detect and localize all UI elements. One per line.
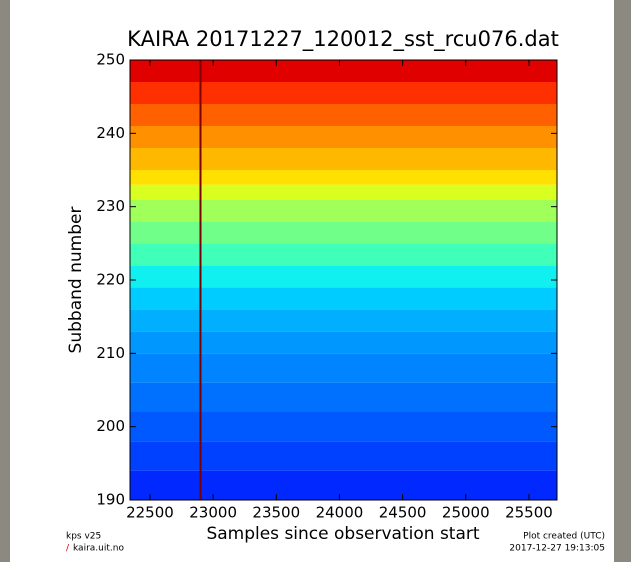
chart-title: KAIRA 20171227_120012_sst_rcu076.dat (127, 27, 559, 52)
footer-version: kps v25 (66, 532, 101, 542)
x-tick-label: 24500 (379, 504, 427, 522)
heatmap-band (130, 126, 557, 148)
heatmap-band (130, 60, 557, 82)
x-tick-label: 24000 (316, 504, 364, 522)
footer-site: kaira.uit.no (73, 544, 124, 554)
y-axis-label: Subband number (66, 207, 86, 354)
y-tick-label: 200 (96, 417, 125, 435)
heatmap-band (130, 470, 557, 500)
heatmap-band (130, 184, 557, 200)
heatmap-band (130, 309, 557, 332)
heatmap-band (130, 243, 557, 266)
heatmap-band (130, 331, 557, 354)
footer-date: 2017-12-27 19:13:05 (509, 544, 605, 554)
heatmap-band (130, 265, 557, 288)
heatmap-band (130, 104, 557, 126)
heatmap-band (130, 148, 557, 170)
heatmap-band (130, 170, 557, 185)
heatmap-band (130, 412, 557, 442)
heatmap-band (130, 353, 557, 383)
heatmap-band (130, 382, 557, 412)
x-tick-label: 25000 (442, 504, 490, 522)
x-tick-label: 22500 (126, 504, 174, 522)
y-tick-label: 230 (96, 197, 125, 215)
x-tick-label: 25500 (505, 504, 553, 522)
x-axis-label: Samples since observation start (206, 524, 479, 544)
x-tick-label: 23000 (189, 504, 237, 522)
heatmap-band (130, 82, 557, 104)
y-tick-label: 220 (96, 271, 125, 289)
footer-slash: / (66, 544, 70, 554)
heatmap-band (130, 199, 557, 222)
heatmap-band (130, 287, 557, 310)
y-tick-label: 190 (96, 491, 125, 509)
y-tick-label: 210 (96, 344, 125, 362)
heatmap-band (130, 221, 557, 244)
footer-created: Plot created (UTC) (523, 532, 605, 542)
heatmap-band (130, 441, 557, 471)
x-tick-label: 23500 (252, 504, 300, 522)
y-tick-label: 250 (96, 51, 125, 69)
y-tick-label: 240 (96, 124, 125, 142)
